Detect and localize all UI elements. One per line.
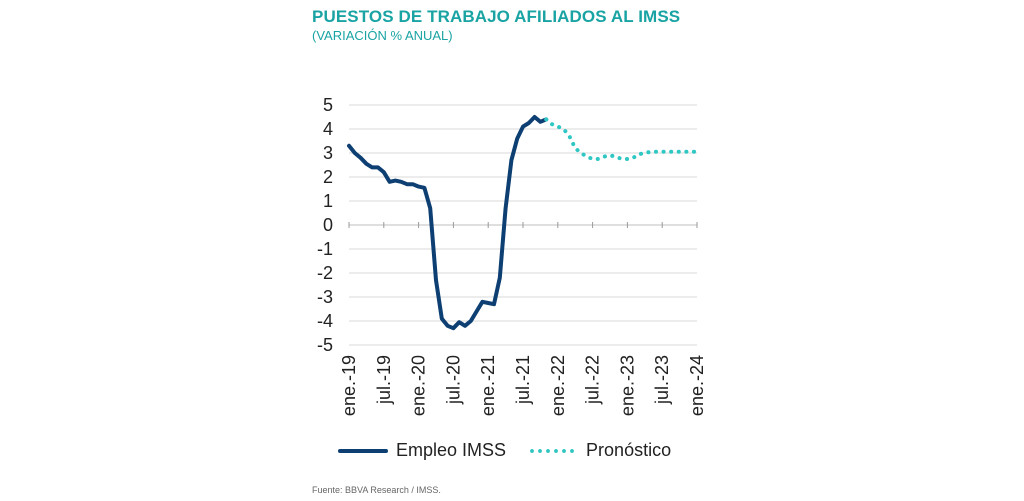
- y-tick-label: 4: [323, 119, 333, 139]
- legend: Empleo IMSS Pronóstico: [338, 440, 693, 461]
- legend-label-empleo: Empleo IMSS: [396, 440, 507, 460]
- legend-item-pronostico: Pronóstico: [528, 440, 671, 461]
- x-tick-label: ene.-20: [409, 355, 429, 416]
- x-tick-label: jul.-20: [443, 355, 463, 405]
- chart-subtitle: (VARIACIÓN % ANUAL): [312, 28, 453, 43]
- y-tick-label: 5: [323, 95, 333, 115]
- legend-label-pronostico: Pronóstico: [586, 440, 672, 460]
- x-tick-label: ene.-21: [478, 355, 498, 416]
- chart-title: PUESTOS DE TRABAJO AFILIADOS AL IMSS: [312, 7, 681, 26]
- legend-swatch-solid: [338, 448, 388, 453]
- y-tick-label: -5: [317, 335, 333, 355]
- x-tick-label: ene.-19: [339, 355, 359, 416]
- legend-item-empleo: Empleo IMSS: [338, 440, 506, 461]
- series-line-pronostico: [544, 117, 699, 161]
- x-axis: ene.-19 jul.-19 ene.-20 jul.-20 ene.-21 jul.-…: [339, 222, 707, 416]
- x-tick-label: jul.-19: [374, 355, 394, 405]
- y-tick-label: -2: [317, 263, 333, 283]
- y-tick-label: 0: [323, 215, 333, 235]
- legend-swatch-dotted: [528, 448, 579, 453]
- y-tick-label: 2: [323, 167, 333, 187]
- x-tick-label: jul.-21: [513, 355, 533, 405]
- y-tick-label: 1: [323, 191, 333, 211]
- y-tick-label: -3: [317, 287, 333, 307]
- x-tick-label: jul.-23: [652, 355, 672, 405]
- y-tick-label: -1: [317, 239, 333, 259]
- x-tick-label: ene.-22: [548, 355, 568, 416]
- x-tick-label: ene.-23: [617, 355, 637, 416]
- y-axis: 5 4 3 2 1 0 -1 -2 -3 -4 -5: [317, 95, 333, 355]
- series-lines: [347, 115, 699, 331]
- y-tick-label: 3: [323, 143, 333, 163]
- x-tick-label: ene.-24: [687, 355, 707, 416]
- series-line-empleo: [347, 115, 549, 331]
- y-tick-label: -4: [317, 311, 333, 331]
- x-tick-label: jul.-22: [583, 355, 603, 405]
- source-note: Fuente: BBVA Research / IMSS.: [312, 485, 441, 495]
